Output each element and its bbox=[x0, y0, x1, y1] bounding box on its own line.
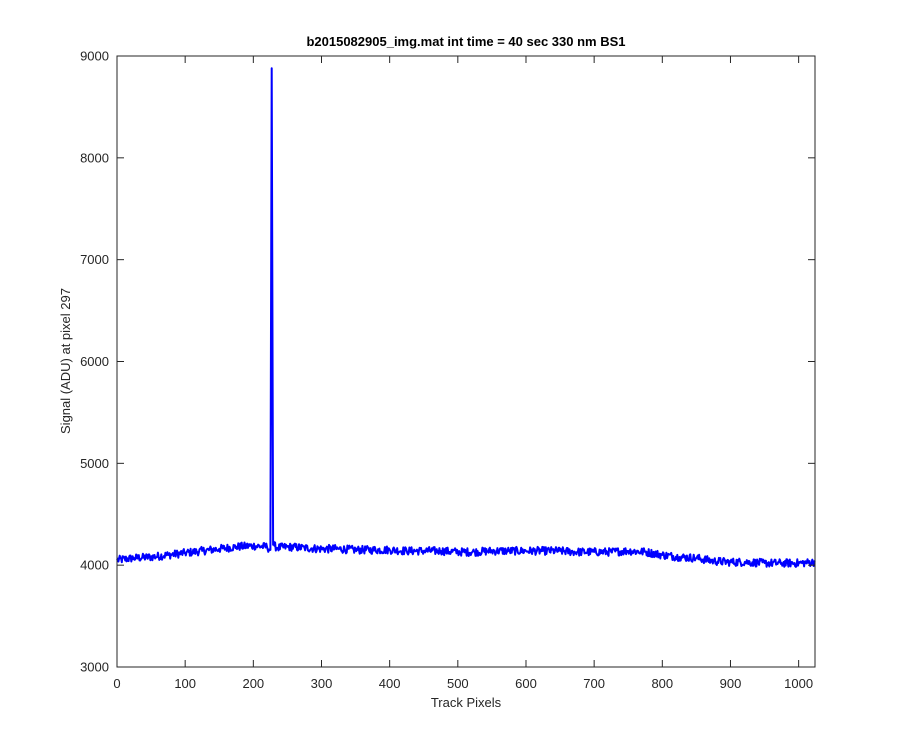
data-layer bbox=[116, 67, 816, 568]
y-tick-label: 6000 bbox=[80, 354, 109, 369]
chart-title: b2015082905_img.mat int time = 40 sec 33… bbox=[306, 34, 625, 49]
x-tick-label: 900 bbox=[720, 676, 742, 691]
x-tick-label: 500 bbox=[447, 676, 469, 691]
y-tick-label: 9000 bbox=[80, 49, 109, 64]
y-tick-label: 7000 bbox=[80, 252, 109, 267]
y-axis: 3000 4000 5000 6000 7000 8000 9000 bbox=[80, 49, 815, 675]
x-axis: 0 100 200 300 400 500 600 700 800 900 1000 bbox=[113, 56, 813, 691]
x-tick-label: 0 bbox=[113, 676, 120, 691]
y-axis-label: Signal (ADU) at pixel 297 bbox=[58, 288, 73, 434]
series-line bbox=[116, 67, 816, 568]
x-tick-label: 300 bbox=[311, 676, 333, 691]
y-tick-label: 5000 bbox=[80, 456, 109, 471]
x-tick-label: 200 bbox=[242, 676, 264, 691]
y-tick-label: 8000 bbox=[80, 150, 109, 165]
x-tick-label: 800 bbox=[651, 676, 673, 691]
x-tick-label: 700 bbox=[583, 676, 605, 691]
x-tick-label: 1000 bbox=[784, 676, 813, 691]
x-tick-label: 600 bbox=[515, 676, 537, 691]
y-tick-label: 3000 bbox=[80, 660, 109, 675]
x-tick-label: 400 bbox=[379, 676, 401, 691]
x-axis-label: Track Pixels bbox=[431, 695, 502, 710]
x-tick-label: 100 bbox=[174, 676, 196, 691]
plot-area bbox=[117, 56, 815, 667]
y-tick-label: 4000 bbox=[80, 558, 109, 573]
